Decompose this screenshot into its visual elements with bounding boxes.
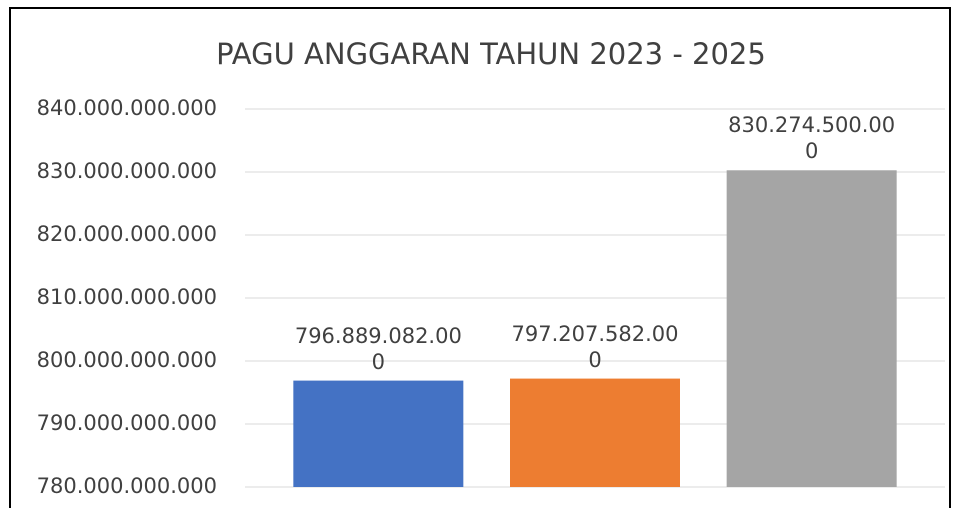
y-tick-label: 780.000.000.000	[37, 474, 217, 498]
y-tick-label: 840.000.000.000	[37, 96, 217, 120]
bar	[510, 378, 680, 487]
y-tick-label: 830.000.000.000	[37, 159, 217, 183]
data-label-box: 796.889.082.000	[294, 323, 462, 374]
data-label: 797.207.582.000	[511, 321, 679, 372]
y-tick-label: 790.000.000.000	[37, 411, 217, 435]
bar	[726, 170, 897, 488]
data-label-box: 830.274.500.000	[728, 113, 896, 164]
chart-title: PAGU ANGGARAN TAHUN 2023 - 2025	[216, 37, 766, 71]
y-tick-label: 820.000.000.000	[37, 222, 217, 246]
data-label: 796.889.082.000	[294, 323, 462, 374]
data-label: 830.274.500.000	[728, 113, 896, 164]
y-tick-label: 800.000.000.000	[37, 348, 217, 372]
y-tick-label: 810.000.000.000	[37, 285, 217, 309]
data-label-box: 797.207.582.000	[511, 321, 679, 372]
bar	[293, 380, 464, 487]
